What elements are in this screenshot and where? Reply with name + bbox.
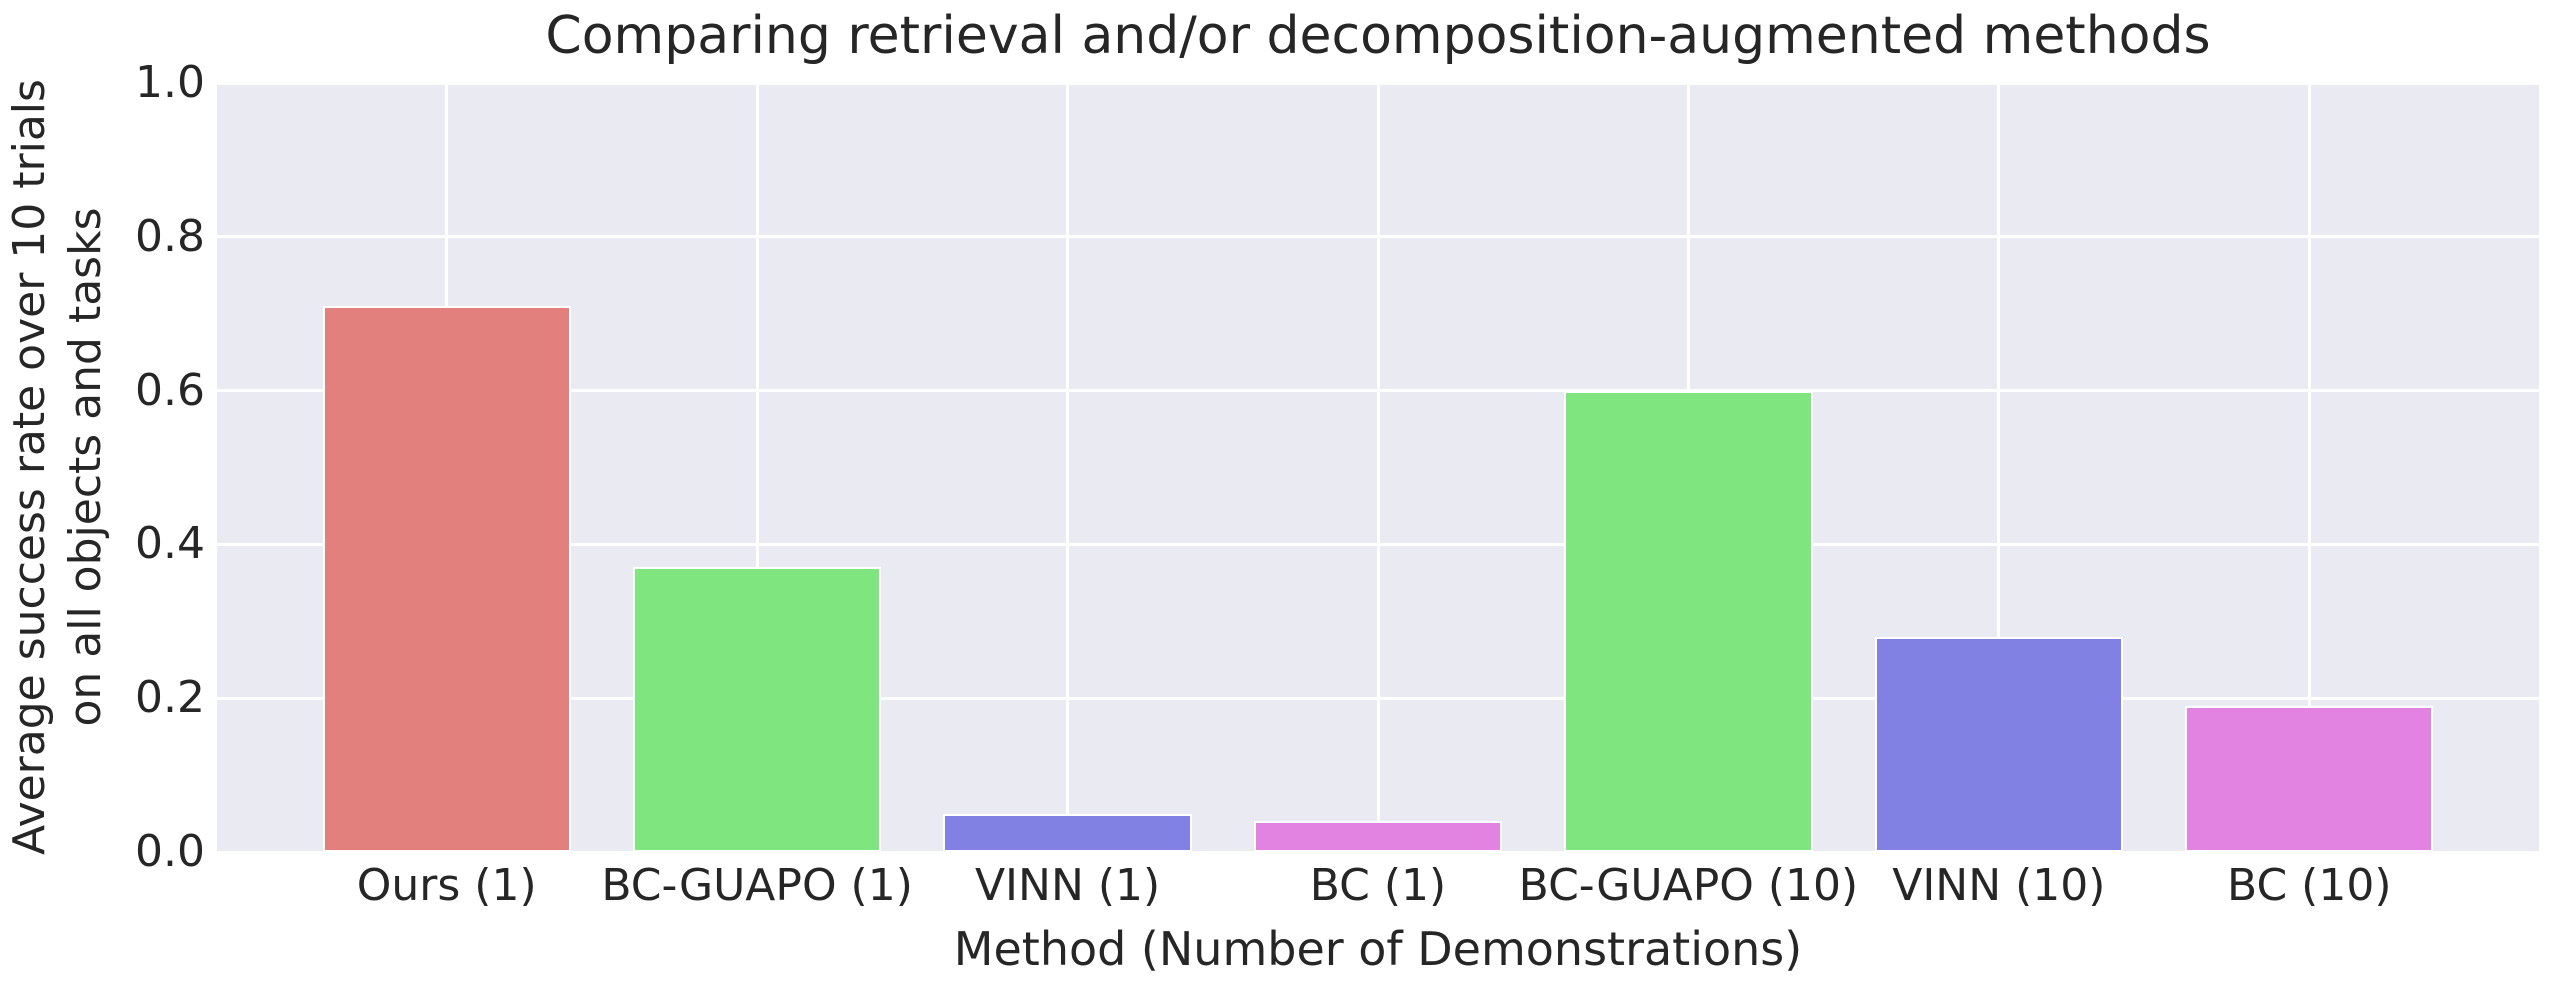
- bar-bc-guapo-1: [632, 567, 882, 852]
- x-axis-label: Method (Number of Demonstrations): [953, 922, 1803, 976]
- x-gridline: [755, 83, 759, 852]
- bar-bc-10: [2185, 705, 2434, 852]
- y-tick-label: 1.0: [135, 57, 205, 108]
- x-tick-label: Ours (1): [356, 860, 537, 911]
- bar-bc-1: [1253, 821, 1503, 852]
- y-tick-label: 0.0: [135, 826, 205, 877]
- bar-ours-1: [322, 306, 571, 852]
- chart-title: Comparing retrieval and/or decomposition…: [545, 6, 2211, 66]
- bar-vinn-10: [1874, 636, 2123, 852]
- y-axis-label-line1: Average success rate over 10 trials: [4, 79, 55, 855]
- x-gridline: [1376, 83, 1380, 852]
- x-gridline: [1997, 83, 2001, 852]
- plot-area: [217, 81, 2539, 854]
- x-tick-label: BC (1): [1309, 860, 1447, 911]
- x-tick-label: BC-GUAPO (1): [601, 860, 913, 911]
- x-tick-label: VINN (10): [1892, 860, 2106, 911]
- bar-vinn-1: [943, 813, 1192, 852]
- x-gridline: [2307, 83, 2311, 852]
- y-axis-label-line2: on all objects and tasks: [60, 207, 111, 727]
- y-tick-label: 0.6: [135, 364, 205, 416]
- x-tick-label: BC (10): [2227, 860, 2392, 911]
- y-tick-label: 0.8: [135, 210, 205, 262]
- bar-bc-guapo-10: [1564, 390, 1813, 852]
- x-gridline: [1066, 83, 1070, 852]
- x-tick-label: VINN (1): [974, 860, 1161, 911]
- y-tick-label: 0.2: [135, 672, 205, 724]
- y-gridline: [217, 850, 2539, 854]
- y-axis-label: Average success rate over 10 trials on a…: [2, 79, 114, 855]
- y-tick-label: 0.4: [135, 518, 205, 570]
- x-tick-label: BC-GUAPO (10): [1518, 860, 1859, 911]
